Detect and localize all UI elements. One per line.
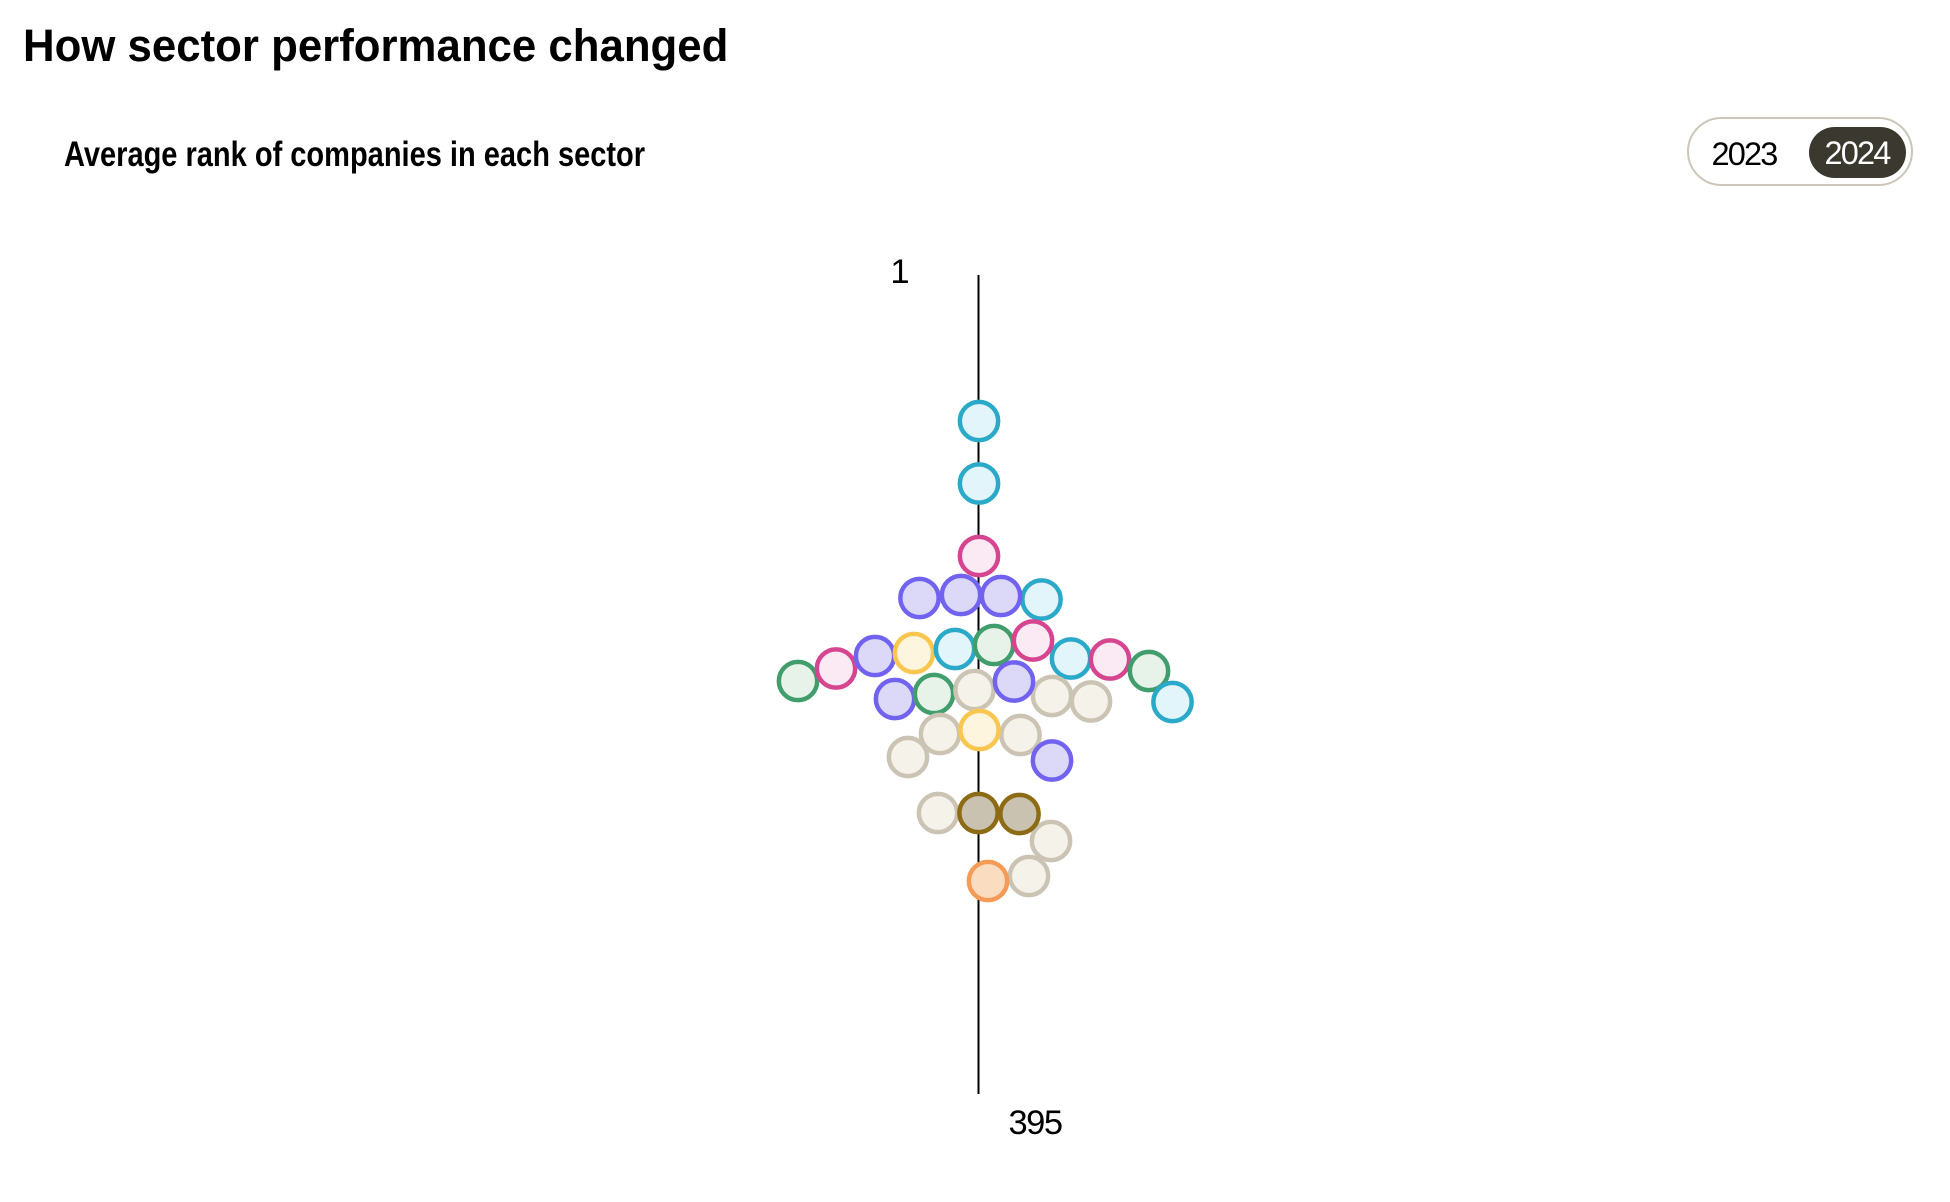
- svg-text:1: 1: [890, 253, 909, 291]
- svg-text:395: 395: [1008, 1104, 1061, 1142]
